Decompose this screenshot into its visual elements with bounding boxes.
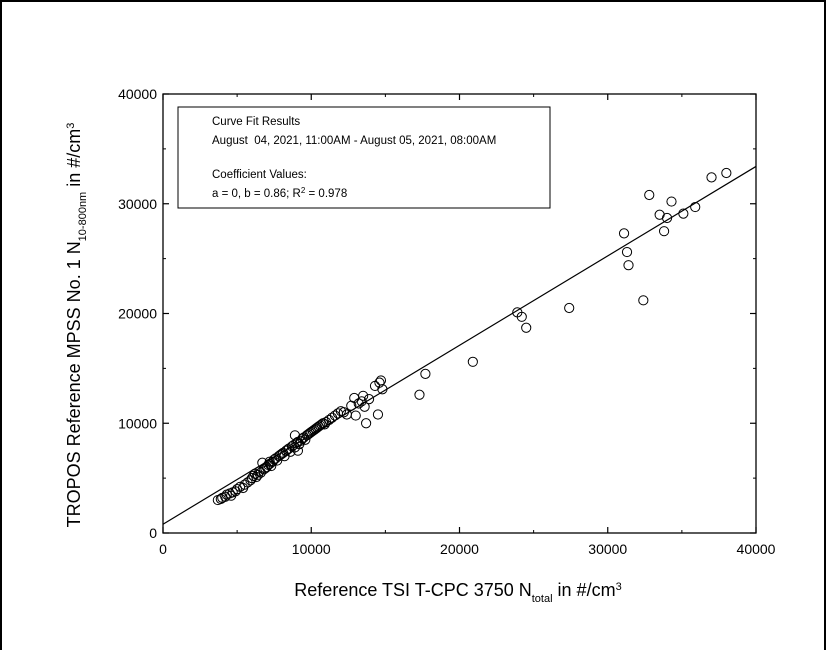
x-axis-title-sup: 3 [616, 581, 622, 593]
y-tick-label: 10000 [118, 415, 157, 431]
data-point [326, 412, 338, 423]
data-point [329, 410, 341, 421]
annotation-title: Curve Fit Results [212, 116, 300, 128]
data-point [353, 398, 364, 409]
x-tick-label: 30000 [588, 541, 627, 557]
y-tick-label: 20000 [118, 306, 157, 322]
coef-text-post: = 0.978 [305, 188, 347, 200]
y-axis-title-main: TROPOS Reference MPSS No. 1 N [64, 241, 84, 527]
data-point [706, 172, 717, 183]
data-point [346, 400, 357, 411]
data-point [232, 484, 243, 495]
data-point [644, 189, 655, 201]
data-point [377, 384, 388, 395]
data-point [414, 389, 425, 400]
y-axis-title-unit: in #/cm [64, 129, 84, 192]
data-point [363, 394, 375, 405]
data-point [295, 435, 306, 446]
y-tick-label: 30000 [118, 196, 157, 212]
data-point [338, 407, 349, 418]
x-axis-title: Reference TSI T-CPC 3750 Ntotal in #/cm3 [294, 580, 621, 605]
data-points [212, 167, 732, 506]
data-point [690, 201, 701, 213]
x-tick-label: 40000 [737, 541, 776, 557]
y-axis-title: TROPOS Reference MPSS No. 1 N10-800nm in… [64, 123, 89, 528]
annotation-coef-title: Coefficient Values: [212, 169, 307, 181]
coef-text-pre: a = 0, b = 0.86; R [212, 188, 301, 200]
x-tick-label: 10000 [292, 541, 331, 557]
x-tick-label: 20000 [440, 541, 479, 557]
y-tick-label: 0 [149, 525, 157, 541]
data-point [638, 295, 649, 306]
data-point [267, 456, 278, 467]
data-point [661, 212, 673, 224]
data-point [356, 396, 367, 407]
data-point [289, 430, 301, 441]
data-point [658, 226, 670, 237]
y-axis-title-sup: 3 [65, 123, 77, 129]
data-point [350, 410, 361, 421]
data-point [359, 401, 370, 412]
data-point [721, 167, 732, 179]
data-point [264, 456, 275, 467]
annotation-box-frame [177, 106, 551, 209]
data-point [516, 311, 527, 322]
data-point [315, 420, 326, 431]
data-point [420, 368, 431, 379]
y-axis-title-sub: 10-800nm [77, 192, 89, 242]
data-point [623, 260, 634, 271]
data-point [375, 375, 387, 386]
data-point [678, 208, 689, 219]
data-point [292, 445, 304, 456]
x-axis-title-sub: total [532, 593, 553, 605]
data-point [521, 322, 532, 333]
data-point [266, 460, 277, 472]
data-point [654, 209, 665, 220]
data-point [361, 418, 372, 429]
annotation-coef-values: a = 0, b = 0.86; R2 = 0.978 [212, 186, 347, 201]
coef-r-squared-sup: 2 [301, 186, 306, 195]
data-point [666, 196, 677, 207]
annotation-period: August 04, 2021, 11:00AM - August 05, 20… [212, 135, 496, 147]
data-point [374, 377, 385, 388]
data-point [467, 356, 478, 367]
x-axis-title-unit: in #/cm [553, 580, 616, 600]
data-point [618, 228, 630, 239]
data-point [564, 302, 575, 314]
curve-fit-results-box: Curve Fit Results August 04, 2021, 11:00… [177, 106, 551, 209]
data-point [621, 246, 633, 258]
axis-ticks: 0 10000 20000 30000 40000 0 10000 20000 30000 400… [118, 86, 776, 557]
data-point [261, 462, 272, 473]
x-tick-label: 0 [159, 541, 167, 557]
y-tick-label: 40000 [118, 86, 157, 102]
x-axis-title-main: Reference TSI T-CPC 3750 N [294, 580, 531, 600]
data-point [358, 390, 369, 401]
data-point [372, 409, 384, 420]
